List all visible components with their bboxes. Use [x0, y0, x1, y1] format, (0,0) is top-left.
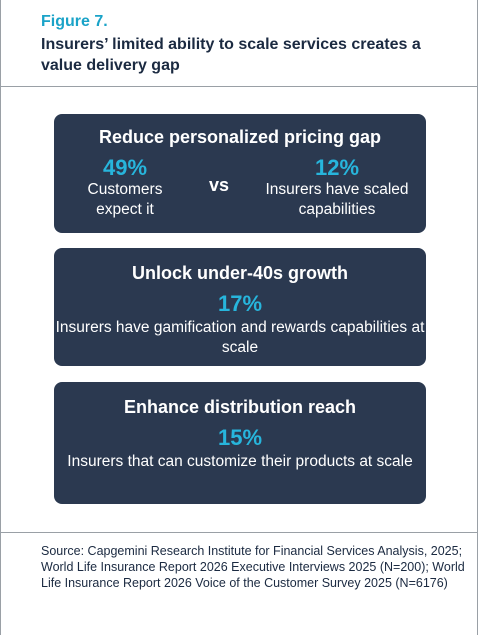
top-divider [1, 86, 478, 87]
figure-label: Figure 7. [41, 13, 108, 30]
customers-stat-block: 49% Customers expect it [70, 156, 180, 220]
insurers-stat: 12% [314, 155, 360, 180]
figure-title: Insurers’ limited ability to scale servi… [41, 36, 421, 74]
figure-header: Figure 7. Insurers’ limited ability to s… [41, 12, 461, 76]
bottom-divider [1, 532, 478, 533]
card-heading: Unlock under-40s growth [131, 263, 349, 283]
card-under-40s-growth: Unlock under-40s growth 17% Insurers hav… [54, 248, 426, 366]
comparison-row: 49% Customers expect it vs 12% Insurers … [54, 156, 426, 226]
card-heading: Enhance distribution reach [123, 397, 357, 417]
customers-desc: Customers expect it [87, 181, 163, 218]
card-heading: Reduce personalized pricing gap [98, 127, 382, 147]
card-distribution-reach: Enhance distribution reach 15% Insurers … [54, 382, 426, 504]
customize-stat: 15% [217, 425, 263, 450]
gamification-desc: Insurers have gamification and rewards c… [55, 319, 425, 356]
customize-desc: Insurers that can customize their produc… [67, 453, 413, 470]
vs-label: vs [208, 175, 230, 195]
customers-stat: 49% [102, 155, 148, 180]
insurers-desc: Insurers have scaled capabilities [265, 181, 409, 218]
gamification-stat: 17% [217, 291, 263, 316]
source-note: Source: Capgemini Research Institute for… [41, 544, 465, 590]
card-personalized-pricing: Reduce personalized pricing gap 49% Cust… [54, 114, 426, 233]
insurers-stat-block: 12% Insurers have scaled capabilities [256, 156, 418, 220]
